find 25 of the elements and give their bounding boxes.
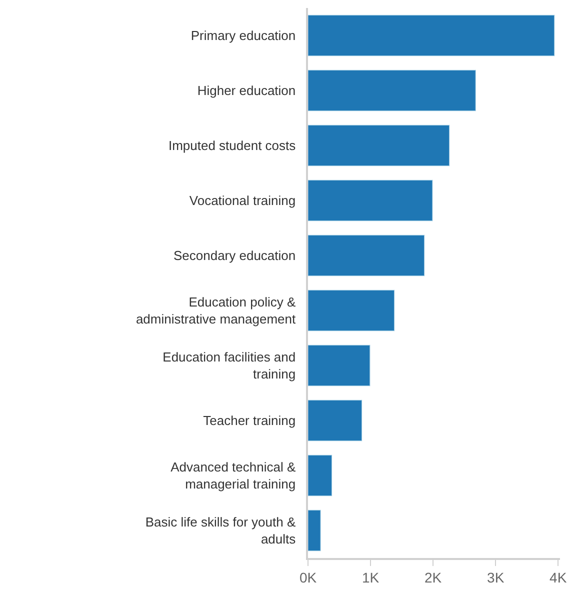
bar [308, 454, 332, 496]
bar [308, 400, 362, 442]
bar [308, 14, 555, 56]
bar [308, 234, 425, 276]
x-tick-label: 3K [487, 570, 505, 586]
x-tick-label: 0K [299, 570, 318, 586]
y-tick-label: Secondary education [173, 248, 296, 264]
y-tick-label: Basic life skills for youth & adults [145, 514, 296, 546]
y-tick-label: Higher education [197, 83, 296, 98]
y-tick-label: Advanced technical & managerial training [170, 460, 296, 492]
y-tick-label: Imputed student costs [168, 138, 296, 154]
bar [308, 124, 450, 166]
bar [308, 510, 321, 552]
y-tick-label: Primary education [190, 28, 296, 44]
bar [308, 290, 395, 332]
y-tick-label: Teacher training [203, 413, 296, 428]
x-tick-label: 2K [424, 570, 442, 586]
y-tick-label: Education facilities and training [162, 350, 296, 382]
x-tick-label: 4K [550, 570, 568, 586]
bar [308, 344, 370, 386]
y-tick-label: Education policy & administrative management [136, 294, 296, 326]
y-tick-label: Vocational training [189, 193, 296, 208]
bar [308, 180, 433, 222]
bar [308, 70, 476, 112]
x-tick-label: 1K [362, 570, 380, 586]
